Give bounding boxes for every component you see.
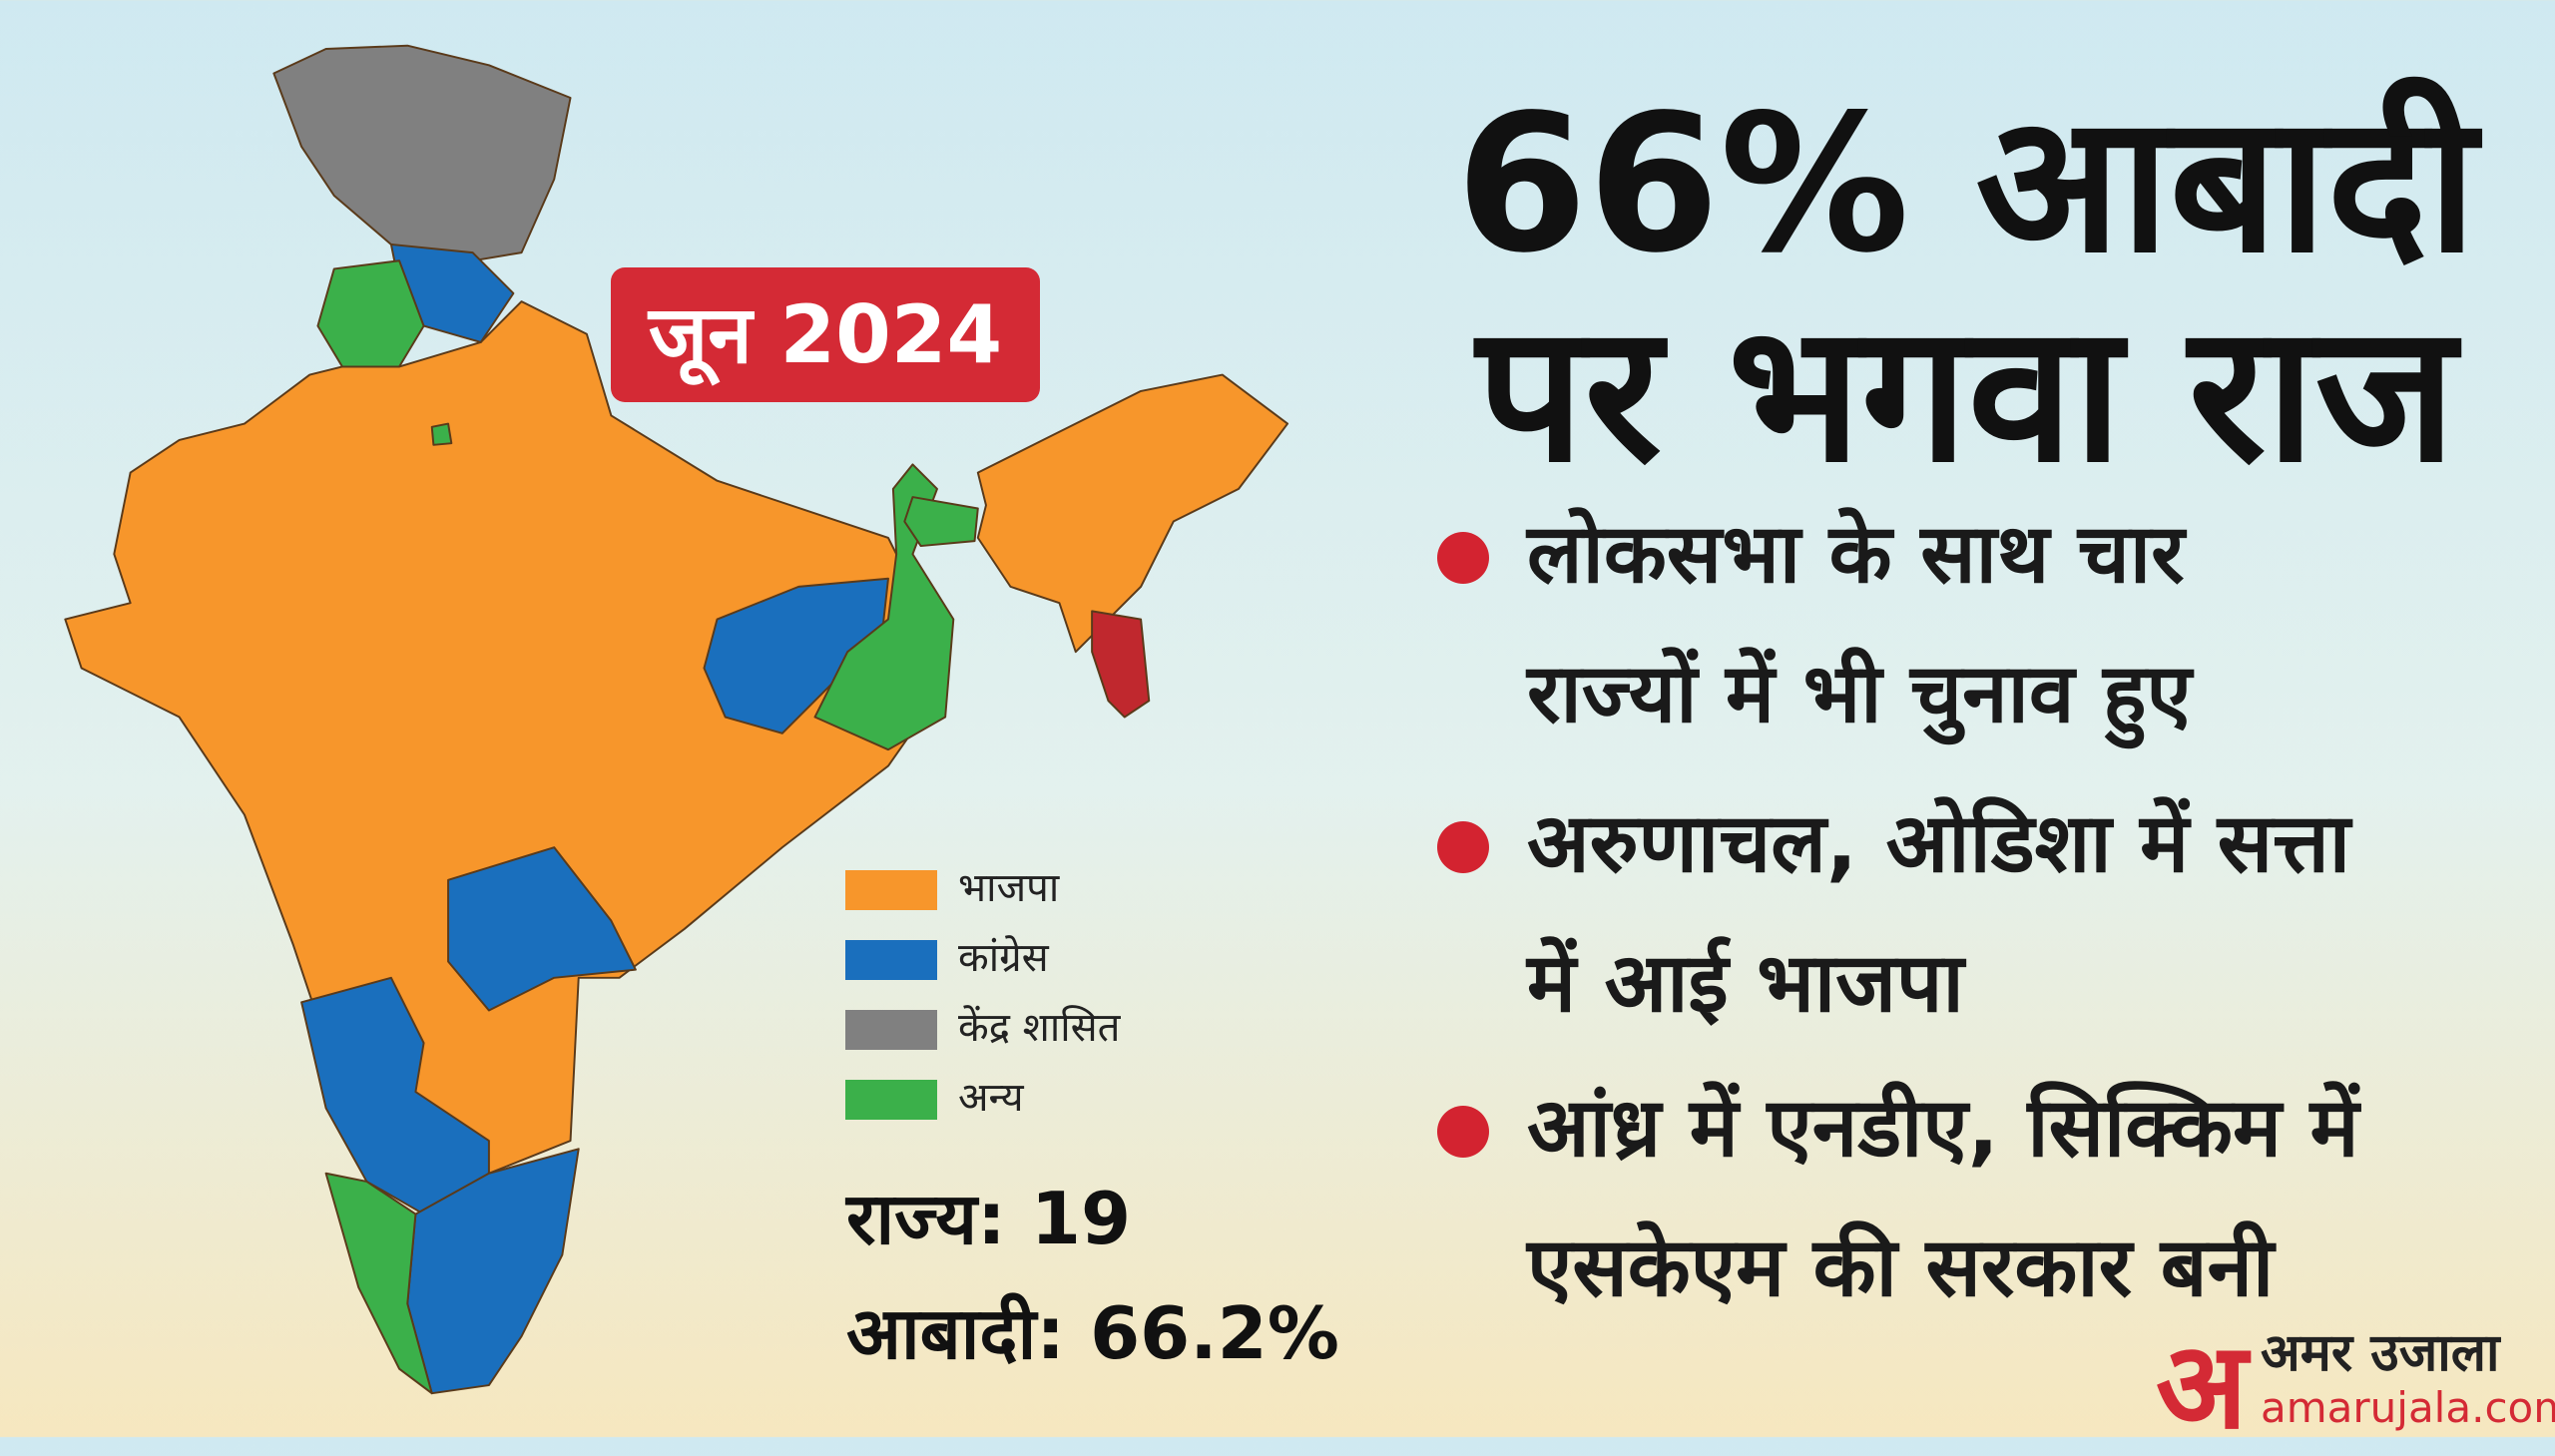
region bbox=[430, 422, 453, 446]
stat: राज्य: 19 bbox=[846, 1177, 1132, 1260]
bullet-text: में आई भाजपा bbox=[1527, 936, 1964, 1031]
title-line: 66% आबादी bbox=[1455, 74, 2477, 294]
region bbox=[903, 496, 979, 548]
legend-label: भाजपा bbox=[958, 865, 1060, 911]
map bbox=[64, 44, 1289, 1395]
region bbox=[976, 373, 1289, 654]
stat: आबादी: 66.2% bbox=[846, 1291, 1339, 1375]
region bbox=[64, 300, 947, 1208]
logo-name: अमर उजाला bbox=[2261, 1323, 2500, 1383]
legend-label: कांग्रेस bbox=[958, 935, 1049, 981]
logo-site: amarujala.com bbox=[2261, 1383, 2555, 1432]
bullet-dot bbox=[1437, 1106, 1489, 1158]
region bbox=[1091, 610, 1151, 719]
legend-label: केंद्र शासित bbox=[958, 1005, 1121, 1051]
region bbox=[324, 1172, 433, 1395]
legend-swatch bbox=[845, 870, 937, 910]
legend-swatch bbox=[845, 1010, 937, 1050]
legend-swatch bbox=[845, 1080, 937, 1120]
date-badge: जून 2024 bbox=[611, 267, 1040, 402]
logo-mark: अ bbox=[2156, 1317, 2248, 1456]
badge-text: जून 2024 bbox=[648, 288, 1003, 381]
bullet-dot bbox=[1437, 821, 1489, 873]
region bbox=[447, 846, 637, 1012]
region bbox=[300, 976, 490, 1215]
legend-swatch bbox=[845, 940, 937, 980]
bullet-text: एसकेएम की सरकार बनी bbox=[1527, 1220, 2275, 1315]
region bbox=[272, 44, 572, 262]
bullet-text: राज्यों में भी चुनाव हुए bbox=[1527, 647, 2192, 741]
bullet-text: लोकसभा के साथ चार bbox=[1527, 507, 2185, 602]
legend-label: अन्य bbox=[958, 1075, 1024, 1121]
bullet-text: अरुणाचल, ओडिशा में सत्ता bbox=[1527, 796, 2351, 891]
title-line: पर भगवा राज bbox=[1476, 283, 2456, 504]
bullet-text: आंध्र में एनडीए, सिक्किम में bbox=[1527, 1081, 2359, 1176]
region bbox=[316, 259, 425, 368]
bullet-dot bbox=[1437, 532, 1489, 584]
